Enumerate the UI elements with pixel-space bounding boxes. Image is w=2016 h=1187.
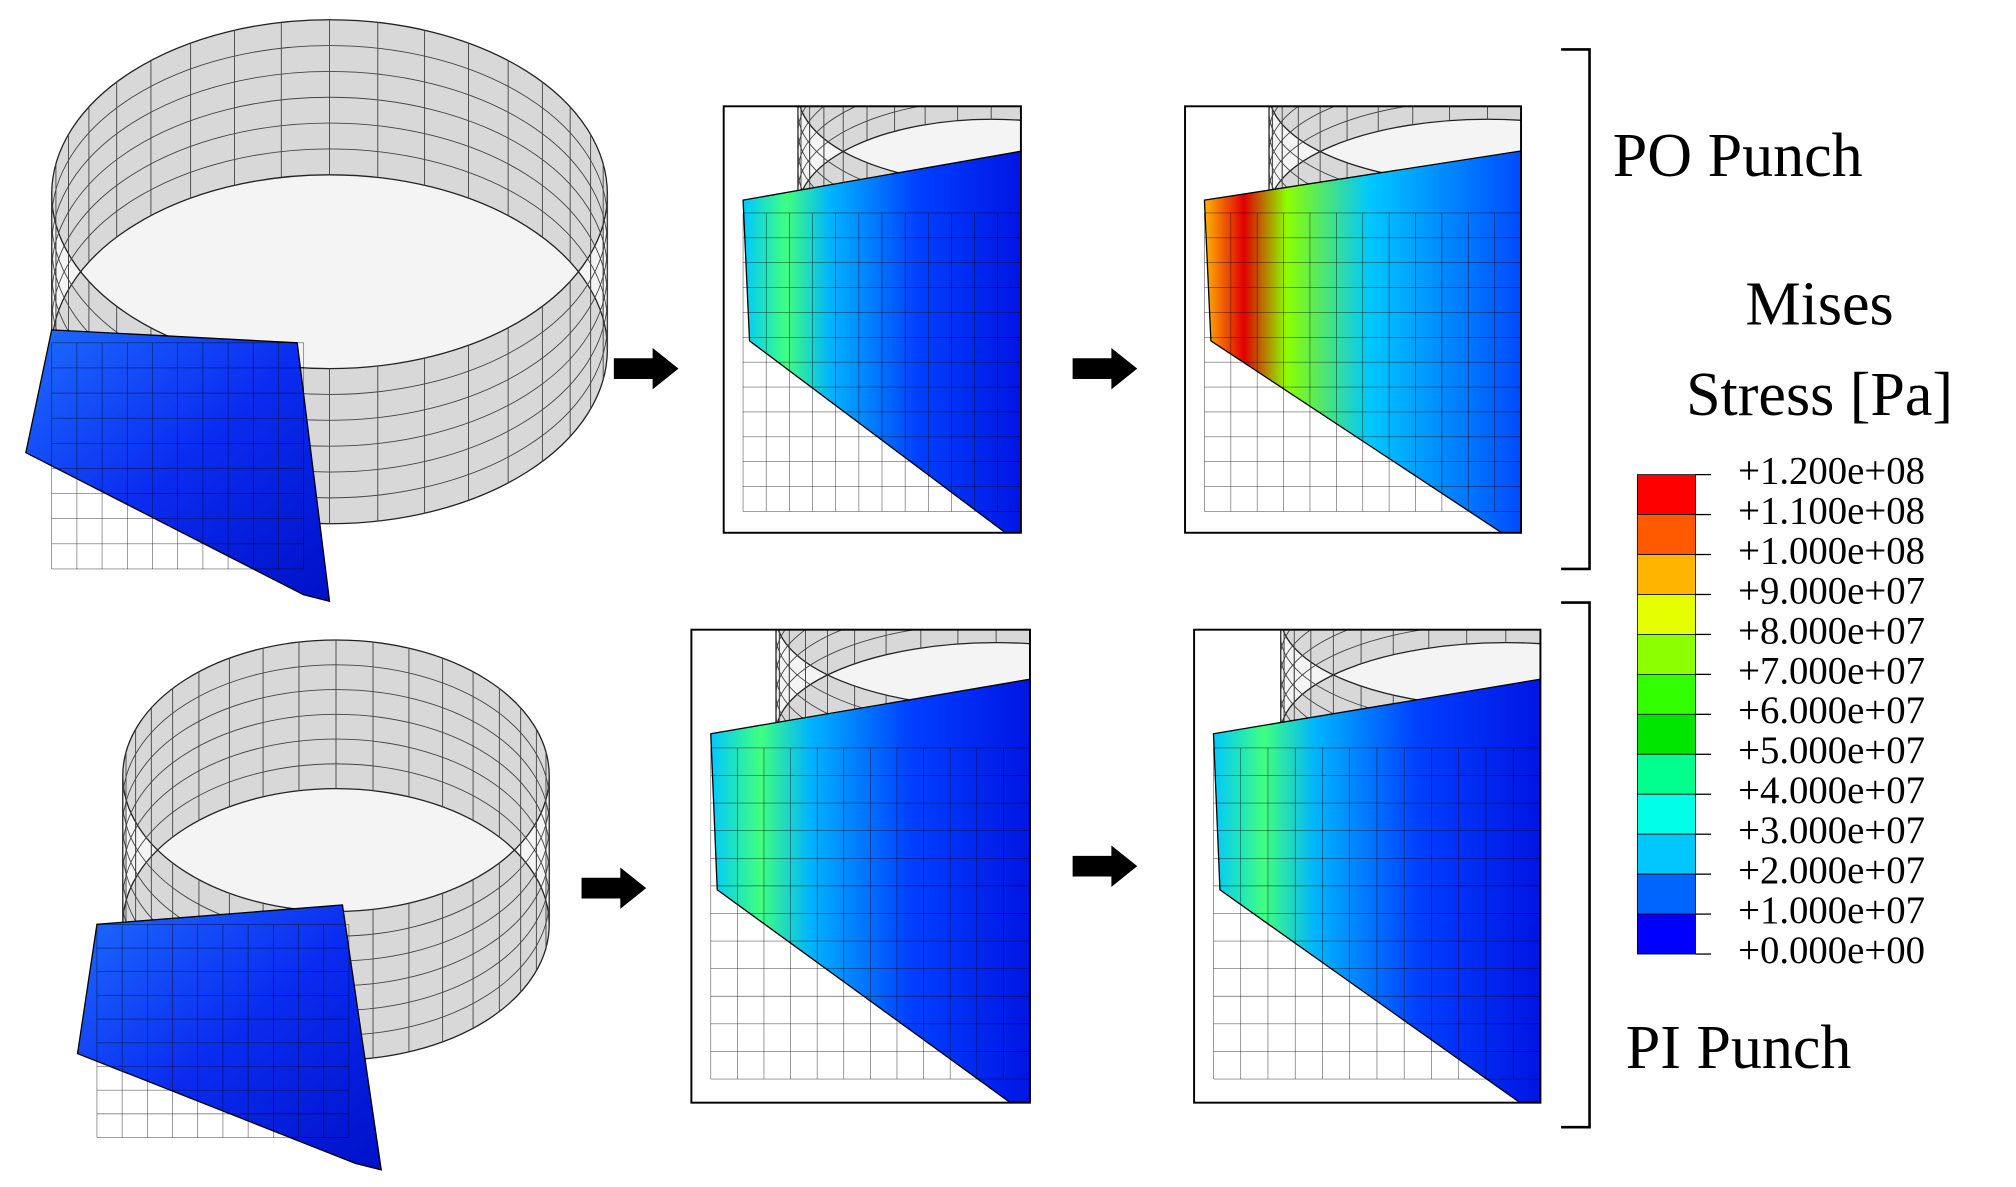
legend-label: +1.100e+08 <box>1738 489 1925 532</box>
legend-label: +8.000e+07 <box>1738 609 1925 652</box>
arrow <box>1072 845 1138 887</box>
legend-label: +0.000e+00 <box>1738 929 1925 972</box>
legend-label: +2.000e+07 <box>1738 849 1925 892</box>
panel-content <box>742 106 1021 533</box>
legend-title: Stress [Pa] <box>1686 361 1953 429</box>
panel-frame <box>1193 628 1542 1104</box>
legend-label: +9.000e+07 <box>1738 569 1925 612</box>
legend-swatch <box>1636 474 1696 515</box>
workpiece <box>1203 150 1522 533</box>
panel-frame <box>1184 105 1523 534</box>
panel-frame <box>722 105 1022 534</box>
arrow <box>613 347 679 390</box>
punch <box>775 629 1030 734</box>
legend-swatch <box>1636 594 1696 635</box>
legend-swatch <box>1636 554 1696 595</box>
legend-swatch <box>1636 634 1696 675</box>
arrow <box>1072 347 1138 390</box>
legend-swatch <box>1636 753 1696 795</box>
legend-label: +1.000e+08 <box>1738 529 1925 572</box>
panel-content <box>1203 106 1522 533</box>
legend-title: Mises <box>1745 271 1893 339</box>
legend-swatch <box>1636 713 1696 755</box>
workpiece <box>742 150 1021 533</box>
workpiece <box>76 904 383 1171</box>
punch <box>797 106 1021 210</box>
legend-swatch <box>1636 833 1696 875</box>
legend-label: +1.000e+07 <box>1738 889 1925 932</box>
illustrations <box>25 19 1542 1171</box>
workpiece <box>710 678 1030 1103</box>
legend-label: +3.000e+07 <box>1738 809 1925 852</box>
workpiece <box>1212 678 1541 1103</box>
row-label: PI Punch <box>1626 1014 1852 1082</box>
panel-content <box>710 629 1030 1103</box>
panel-content <box>1212 629 1541 1103</box>
panel-frame <box>690 628 1031 1104</box>
legend-swatch <box>1636 514 1696 555</box>
bracket <box>1561 48 1591 1129</box>
arrow <box>581 867 647 909</box>
legend-swatch <box>1636 793 1696 835</box>
punch <box>1268 106 1522 210</box>
legend-label: +5.000e+07 <box>1738 729 1925 772</box>
row-label: PO Punch <box>1613 122 1863 190</box>
legend-label: +1.200e+08 <box>1738 449 1925 492</box>
legend-swatch <box>1636 873 1696 915</box>
legend-swatch <box>1636 913 1696 955</box>
legend-label: +6.000e+07 <box>1738 689 1925 732</box>
legend-label: +4.000e+07 <box>1738 769 1925 812</box>
legend-swatch <box>1636 673 1696 715</box>
legend-label: +7.000e+07 <box>1738 649 1925 692</box>
